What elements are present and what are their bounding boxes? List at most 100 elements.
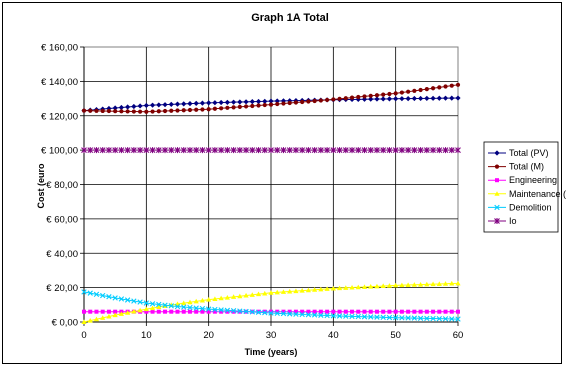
data-point	[150, 309, 155, 314]
data-point	[187, 107, 193, 113]
data-point	[262, 309, 268, 316]
data-point	[387, 91, 392, 97]
data-point	[124, 147, 131, 154]
data-point	[336, 147, 343, 154]
data-point	[112, 295, 118, 301]
data-point	[87, 290, 93, 296]
data-point	[218, 307, 224, 313]
data-point	[356, 94, 361, 100]
data-point	[131, 109, 136, 114]
data-point	[281, 309, 286, 314]
data-point	[106, 294, 112, 300]
data-point	[212, 106, 217, 111]
data-point	[249, 309, 255, 315]
data-point	[81, 147, 87, 154]
data-point	[113, 309, 118, 314]
data-point	[206, 309, 211, 314]
series-total-m	[81, 82, 461, 114]
legend-item: Demolition	[488, 202, 552, 212]
data-point	[325, 97, 330, 103]
data-point	[324, 147, 330, 154]
data-point	[343, 313, 349, 319]
data-point	[87, 147, 94, 154]
data-point	[169, 309, 174, 314]
data-point	[162, 147, 168, 154]
data-point	[99, 147, 106, 154]
data-point	[380, 147, 387, 154]
data-point	[237, 99, 243, 105]
data-point	[106, 108, 112, 114]
data-point	[430, 147, 436, 154]
x-tick-label: 30	[266, 330, 277, 341]
data-point	[293, 311, 299, 317]
data-point	[318, 98, 323, 103]
data-point	[337, 309, 342, 314]
data-point	[448, 147, 455, 154]
data-point	[100, 292, 106, 299]
data-point	[262, 98, 268, 104]
data-point	[187, 101, 193, 107]
data-point	[212, 100, 218, 106]
data-point	[149, 102, 156, 108]
data-point	[449, 316, 455, 322]
data-point	[113, 109, 118, 114]
data-point	[442, 281, 449, 286]
data-point	[236, 147, 243, 154]
data-point	[311, 147, 318, 154]
data-point	[137, 299, 143, 305]
y-tick-label: € 60,00	[46, 214, 78, 225]
data-point	[125, 104, 131, 110]
data-point	[143, 102, 149, 109]
data-point	[386, 147, 393, 154]
data-point	[155, 147, 162, 154]
data-point	[386, 283, 393, 288]
data-point	[399, 309, 404, 314]
data-point	[163, 309, 168, 314]
data-point	[181, 108, 186, 113]
data-point	[169, 108, 174, 113]
data-point	[361, 314, 368, 320]
legend-label: Engineering	[509, 175, 557, 185]
chart-title: Graph 1A Total	[251, 12, 329, 24]
data-point	[118, 147, 125, 154]
data-point	[181, 304, 187, 310]
y-tick-label: € 140,00	[41, 77, 78, 88]
legend-marker	[494, 218, 500, 224]
series-demolition	[81, 289, 461, 322]
data-point	[418, 281, 424, 287]
data-point	[424, 315, 430, 322]
data-point	[212, 306, 218, 313]
data-point	[393, 91, 398, 96]
data-point	[393, 309, 398, 314]
data-point	[399, 96, 405, 102]
data-point	[261, 147, 268, 154]
data-point	[368, 314, 374, 320]
data-point	[349, 95, 355, 100]
y-tick-label: € 20,00	[46, 283, 78, 294]
data-point	[262, 290, 268, 296]
data-point	[424, 95, 430, 101]
data-point	[367, 147, 374, 154]
data-point	[106, 147, 112, 154]
y-tick-label: € 100,00	[41, 146, 78, 157]
data-point	[380, 314, 386, 321]
series-maintenance-pv	[81, 280, 461, 324]
data-point	[249, 292, 255, 297]
data-point	[168, 101, 174, 108]
data-point	[318, 286, 324, 292]
legend-marker	[494, 191, 500, 196]
data-point	[317, 147, 324, 154]
data-point	[150, 109, 155, 114]
data-point	[93, 291, 100, 298]
legend-marker	[495, 178, 499, 183]
data-point	[231, 99, 237, 105]
data-point	[343, 309, 348, 314]
data-point	[174, 147, 181, 154]
data-point	[187, 299, 193, 305]
data-point	[387, 309, 392, 314]
data-point	[324, 286, 330, 291]
data-point	[455, 95, 461, 101]
data-point	[442, 316, 449, 322]
data-point	[305, 312, 312, 318]
